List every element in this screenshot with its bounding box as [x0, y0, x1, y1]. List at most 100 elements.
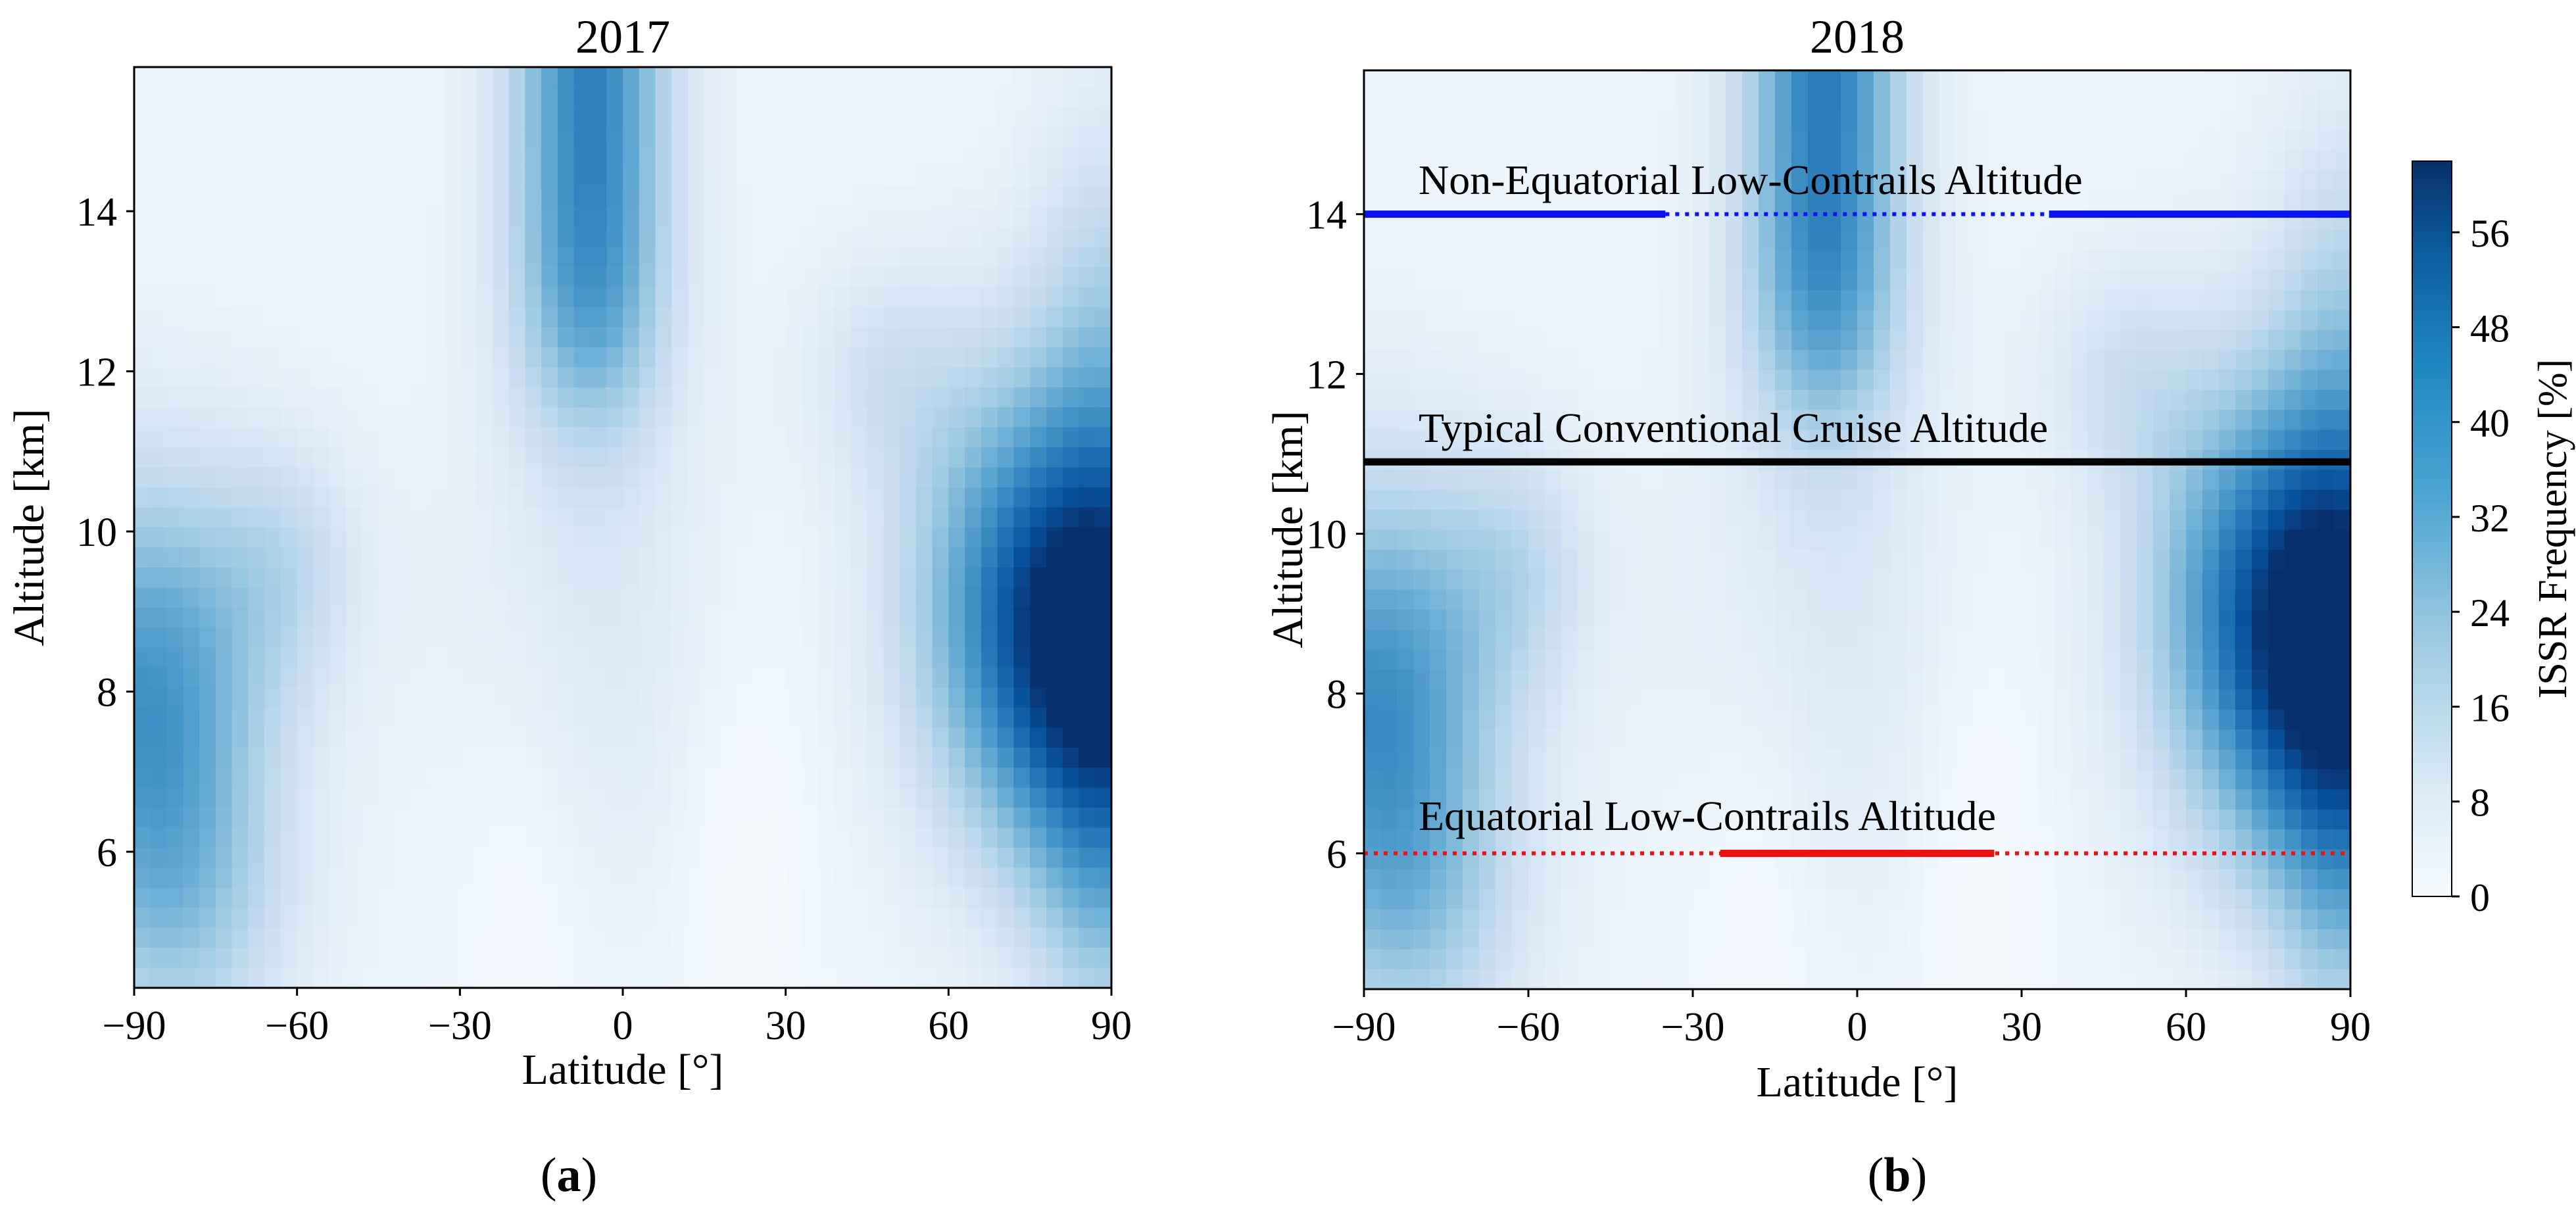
panel-a-heatmap-cell	[606, 587, 623, 608]
panel-b-heatmap-cell	[1759, 170, 1776, 191]
panel-b-heatmap-cell	[1594, 949, 1611, 970]
panel-b-heatmap-cell	[1742, 410, 1759, 431]
panel-b-heatmap-cell	[1643, 130, 1661, 151]
panel-b-heatmap-cell	[1643, 529, 1661, 550]
panel-a-heatmap-cell	[720, 307, 738, 328]
panel-a-heatmap-cell	[671, 247, 689, 268]
panel-b-heatmap-cell	[2005, 689, 2022, 710]
panel-b-heatmap-cell	[1709, 809, 1726, 830]
panel-b-heatmap-cell	[1594, 270, 1611, 291]
panel-b-heatmap-cell	[2038, 350, 2055, 371]
panel-b-heatmap-cell	[1528, 489, 1545, 510]
panel-a-heatmap-cell	[166, 627, 184, 648]
panel-b-heatmap-cell	[2104, 290, 2121, 311]
panel-b-heatmap-cell	[1841, 510, 1858, 531]
panel-a-heatmap-cell	[688, 587, 705, 608]
panel-a-heatmap-cell	[199, 367, 216, 388]
panel-b-heatmap-cell	[1397, 709, 1414, 730]
panel-a-heatmap-cell	[297, 487, 314, 508]
panel-b-heatmap-cell	[1808, 529, 1825, 550]
panel-a-heatmap-cell	[1030, 247, 1047, 268]
panel-a-heatmap-cell	[867, 787, 885, 808]
panel-a-heatmap-cell	[280, 207, 298, 228]
panel-a-heatmap-cell	[948, 787, 965, 808]
panel-a-heatmap-cell	[215, 607, 233, 628]
panel-a-heatmap-cell	[655, 427, 673, 449]
panel-a-heatmap-cell	[557, 587, 575, 608]
panel-b-heatmap-cell	[1808, 370, 1825, 391]
panel-b-heatmap-cell	[1775, 250, 1792, 271]
panel-a-heatmap-cell	[655, 547, 673, 568]
panel-a-heatmap-cell	[1079, 247, 1096, 268]
panel-a-heatmap-cell	[834, 567, 852, 589]
panel-a-heatmap-cell	[525, 948, 542, 969]
panel-b-heatmap-cell	[1463, 869, 1480, 890]
panel-b-heatmap-cell	[1495, 889, 1513, 910]
panel-b-heatmap-cell	[1726, 789, 1743, 810]
panel-a-heatmap-cell	[264, 847, 281, 869]
panel-b-heatmap-cell	[2120, 329, 2137, 351]
panel-a-heatmap-cell	[900, 647, 917, 668]
panel-b-heatmap-cell	[1808, 829, 1825, 850]
panel-a-heatmap-cell	[508, 207, 526, 228]
panel-a-heatmap-cell	[883, 67, 900, 88]
panel-a-heatmap-cell	[508, 768, 526, 789]
panel-b-heatmap-cell	[1791, 250, 1809, 271]
panel-a-heatmap-cell	[639, 287, 656, 308]
panel-b-heatmap-cell	[1463, 350, 1480, 371]
panel-a-heatmap-cell	[378, 227, 396, 248]
panel-b-heatmap-cell	[1380, 370, 1397, 391]
panel-a-heatmap-cell	[932, 747, 950, 769]
panel-b-heatmap-cell	[1890, 589, 1907, 610]
panel-b-heatmap-cell	[1611, 609, 1628, 631]
panel-b-heatmap-cell	[1923, 889, 1940, 910]
panel-b-heatmap-cell	[1939, 270, 1956, 291]
panel-a-heatmap-cell	[345, 527, 363, 549]
panel-b-heatmap-cell	[1463, 589, 1480, 610]
panel-a-heatmap-cell	[867, 747, 885, 769]
panel-b-heatmap-cell	[1397, 889, 1414, 910]
panel-a-heatmap-cell	[655, 787, 673, 808]
panel-a-heatmap-cell	[525, 87, 542, 108]
panel-a-heatmap-cell	[1046, 847, 1063, 869]
panel-a-heatmap-cell	[720, 627, 738, 648]
panel-b-heatmap-cell	[1512, 529, 1529, 550]
panel-a-heatmap-cell	[850, 547, 868, 568]
panel-a-heatmap-cell	[345, 808, 363, 829]
panel-a-heatmap-cell	[1013, 227, 1031, 248]
panel-a-heatmap-cell	[655, 607, 673, 628]
panel-a-heatmap-cell	[753, 887, 770, 909]
panel-a-heatmap-cell	[769, 627, 787, 648]
panel-b-heatmap-cell	[1791, 190, 1809, 211]
panel-a-heatmap-cell	[948, 307, 965, 328]
panel-b-heatmap-cell	[1824, 689, 1841, 710]
panel-b-heatmap-cell	[2054, 270, 2072, 291]
panel-b-heatmap-cell	[1824, 889, 1841, 910]
panel-a-heatmap-cell	[1046, 427, 1063, 449]
panel-a-heatmap-cell	[590, 927, 608, 948]
panel-b-heatmap-cell	[1857, 489, 1874, 510]
panel-a-heatmap-cell	[313, 567, 330, 589]
panel-b-heatmap-cell	[2087, 570, 2104, 591]
panel-a-heatmap-cell	[883, 908, 900, 929]
panel-b-heatmap-cell	[2120, 609, 2137, 631]
panel-b-heatmap-cell	[1479, 510, 1496, 531]
panel-a-heatmap-cell	[688, 367, 705, 388]
panel-a-heatmap-cell	[231, 948, 249, 969]
panel-b-heatmap-cell	[2120, 90, 2137, 111]
panel-a-heatmap-cell	[264, 387, 281, 408]
panel-b-heatmap-cell	[1611, 70, 1628, 91]
panel-a-heatmap-cell	[753, 467, 770, 488]
panel-b-heatmap-cell	[1528, 90, 1545, 111]
panel-b-heatmap-cell	[2038, 649, 2055, 670]
panel-a-heatmap-cell	[753, 67, 770, 88]
panel-a-heatmap-cell	[362, 687, 379, 708]
panel-a-heatmap-cell	[834, 747, 852, 769]
panel-a-heatmap-cell	[606, 247, 623, 268]
panel-a-heatmap-cell	[981, 547, 998, 568]
panel-b-heatmap-cell	[1742, 389, 1759, 411]
panel-b-heatmap-cell	[1939, 310, 1956, 331]
panel-a-heatmap-cell	[525, 427, 542, 449]
panel-a-heatmap-cell	[915, 948, 933, 969]
panel-b-heatmap-cell	[1857, 609, 1874, 631]
